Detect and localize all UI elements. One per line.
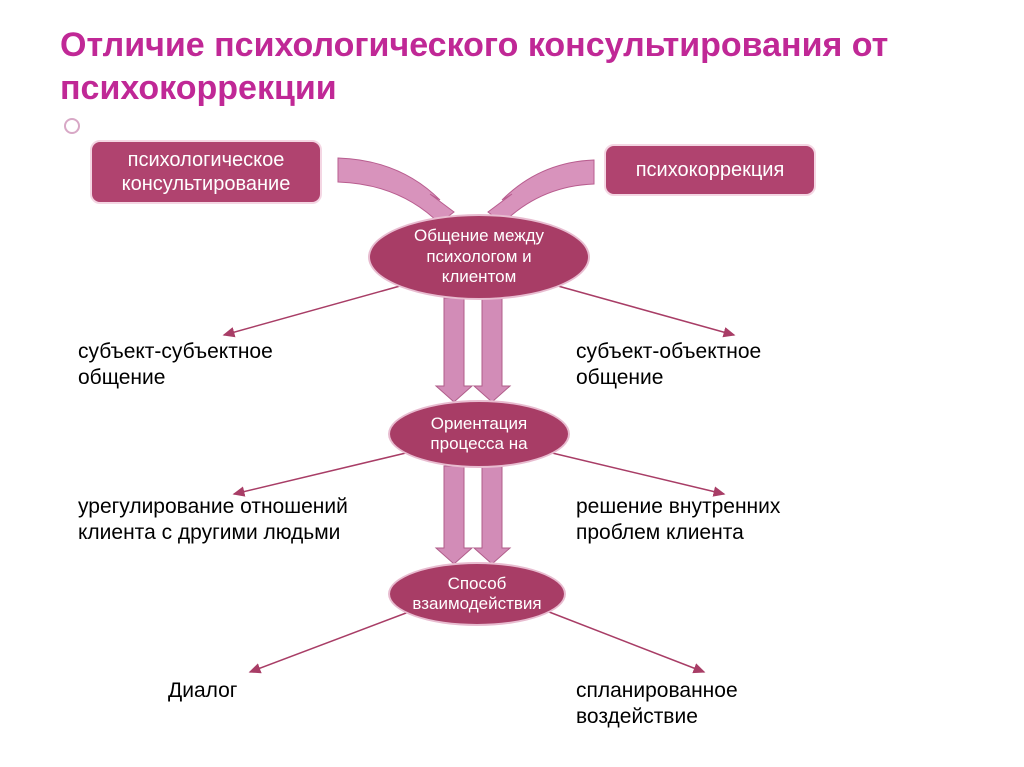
box-consulting: психологическое консультирование [90,140,322,204]
box-psychocorrection: психокоррекция [604,144,816,196]
label-planned: спланированное воздействие [576,678,796,731]
decorative-circle [64,118,80,134]
ellipse-communication: Общение между психологом и клиентом [368,214,590,300]
ellipse-method: Способ взаимодействия [388,562,566,626]
label-inner-problems: решение внутренних проблем клиента [576,494,836,547]
label-subject-subject: субъект-субъектное общение [78,339,318,392]
ellipse-method-label: Способ взаимодействия [410,574,544,615]
ellipse-orientation: Ориентация процесса на [388,400,570,468]
box-psychocorrection-label: психокоррекция [636,158,785,182]
label-dialog: Диалог [168,678,237,704]
slide-title: Отличие психологического консультировани… [60,24,1024,109]
label-subject-object: субъект-объектное общение [576,339,816,392]
box-consulting-label: психологическое консультирование [102,148,310,196]
label-relations: урегулирование отношений клиента с други… [78,494,358,547]
ellipse-communication-label: Общение между психологом и клиентом [390,226,568,287]
ellipse-orientation-label: Ориентация процесса на [410,414,548,455]
